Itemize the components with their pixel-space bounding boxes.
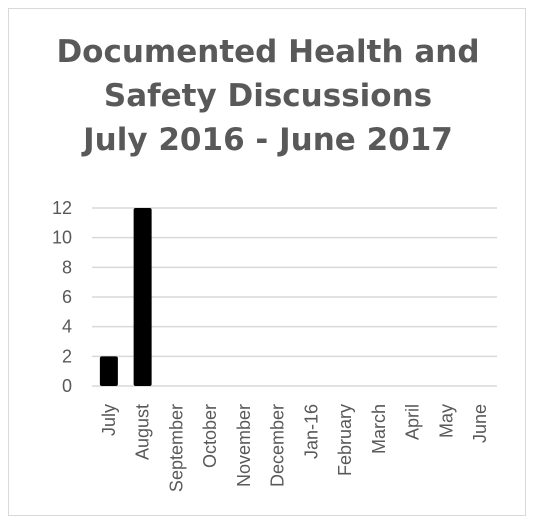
x-axis-tick-labels: July August September October November Decemb…: [99, 404, 490, 492]
chart-title-line-2: Safety Discussions: [103, 78, 433, 114]
chart-frame: [8, 8, 526, 516]
y-tick-label-0: 0: [62, 376, 72, 396]
y-tick-label-10: 10: [52, 228, 72, 248]
y-tick-label-6: 6: [62, 287, 72, 307]
bars: [99, 208, 152, 386]
chart-title-line-1: Documented Health and: [56, 34, 480, 70]
y-axis-tick-labels: 0 2 4 6 8 10 12: [52, 198, 72, 396]
x-tick-label-december: December: [268, 404, 288, 487]
x-tick-label-may: May: [436, 404, 456, 438]
x-tick-label-october: October: [200, 404, 220, 468]
bar-july: [99, 356, 118, 386]
gridlines: [92, 207, 497, 387]
x-tick-label-june: June: [470, 404, 490, 443]
x-tick-label-april: April: [403, 404, 423, 440]
chart-title: Documented Health and Safety Discussions…: [0, 30, 536, 162]
y-tick-label-2: 2: [62, 346, 72, 366]
x-tick-label-jan-16: Jan-16: [301, 404, 321, 459]
y-tick-label-8: 8: [62, 257, 72, 277]
x-tick-label-march: March: [369, 404, 389, 454]
x-tick-label-november: November: [234, 404, 254, 487]
x-tick-label-july: July: [99, 404, 119, 436]
x-tick-label-february: February: [335, 404, 355, 476]
bar-august: [133, 208, 152, 386]
x-tick-label-august: August: [133, 404, 153, 460]
x-tick-label-september: September: [166, 404, 186, 492]
y-tick-label-12: 12: [52, 198, 72, 218]
chart-title-line-3: July 2016 - June 2017: [83, 122, 453, 158]
y-tick-label-4: 4: [62, 317, 72, 337]
